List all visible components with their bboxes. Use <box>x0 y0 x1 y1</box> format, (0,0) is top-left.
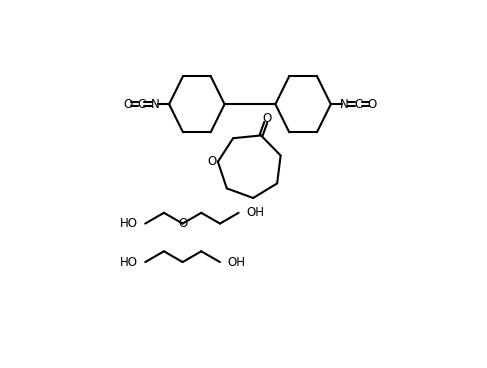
Text: N: N <box>340 98 349 111</box>
Text: O: O <box>207 155 216 167</box>
Text: HO: HO <box>119 255 137 269</box>
Text: O: O <box>262 112 272 124</box>
Text: N: N <box>151 98 160 111</box>
Text: O: O <box>123 98 132 111</box>
Text: O: O <box>368 98 377 111</box>
Text: OH: OH <box>246 206 264 219</box>
Text: C: C <box>355 98 363 111</box>
Text: O: O <box>178 217 187 230</box>
Text: HO: HO <box>119 217 137 230</box>
Text: C: C <box>137 98 146 111</box>
Text: OH: OH <box>227 255 245 269</box>
